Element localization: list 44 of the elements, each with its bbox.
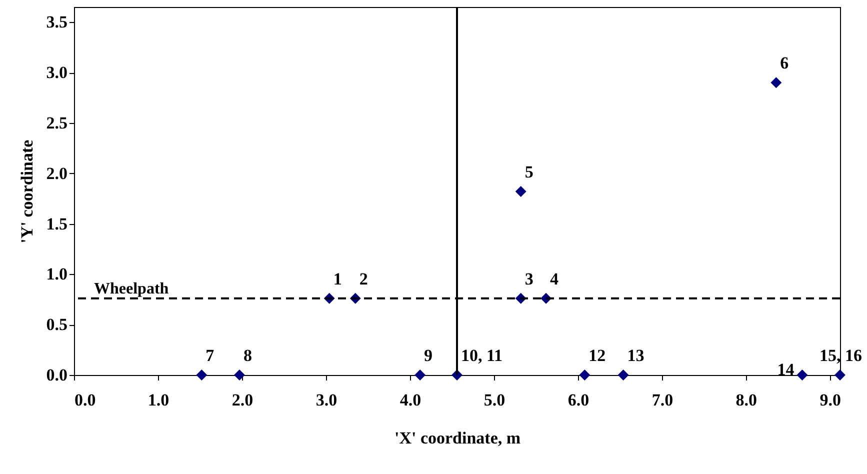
text: 13 — [627, 346, 644, 365]
point — [796, 370, 808, 380]
x-axis-title: 'X' coordinate, m — [394, 428, 521, 448]
x-tick-label: 2.0 — [232, 390, 254, 410]
x-tick-label: 0.0 — [74, 390, 96, 410]
y-tick-label: 3.0 — [46, 63, 68, 82]
y-tick-label: 0.5 — [46, 315, 68, 334]
y-tick-label: 0.0 — [46, 366, 68, 384]
y-tick-label: 1.0 — [46, 264, 68, 284]
text: 6 — [780, 54, 789, 73]
text: 9 — [424, 346, 433, 365]
y-tick-label: 3.5 — [46, 12, 68, 32]
text: 10, 11 — [461, 346, 503, 365]
point — [579, 370, 590, 380]
x-tick-label: 7.0 — [652, 390, 674, 410]
point — [834, 370, 846, 380]
y-tick-label: 2.0 — [46, 164, 68, 183]
text: 12 — [588, 346, 606, 365]
y-tick-label: 2.5 — [46, 113, 68, 132]
y-axis-title: 'Y' coordinate — [17, 139, 36, 244]
point — [770, 77, 782, 88]
text: 2 — [359, 269, 368, 288]
x-tick-label: 3.0 — [316, 390, 338, 410]
x-tick-label: 8.0 — [736, 390, 758, 410]
point — [234, 370, 245, 380]
x-tick-label: 1.0 — [148, 390, 170, 410]
ref-line-label: Wheelpath — [94, 280, 169, 298]
text: 5 — [524, 162, 534, 182]
text: 14 — [777, 360, 794, 379]
text: 15, 16 — [820, 346, 862, 365]
x-tick-label: 4.0 — [400, 390, 422, 410]
text: 1 — [333, 269, 342, 288]
x-tick-label: 5.0 — [484, 390, 506, 410]
text: 8 — [243, 346, 252, 365]
x-tick-label: 9.0 — [820, 390, 842, 410]
text: 4 — [550, 269, 559, 288]
point — [515, 186, 526, 197]
point — [618, 370, 629, 380]
text: 3 — [524, 269, 534, 288]
point — [196, 370, 208, 380]
point — [414, 370, 426, 380]
text: 7 — [206, 346, 214, 365]
y-tick-label: 1.5 — [46, 214, 68, 234]
x-tick-label: 6.0 — [568, 390, 590, 410]
